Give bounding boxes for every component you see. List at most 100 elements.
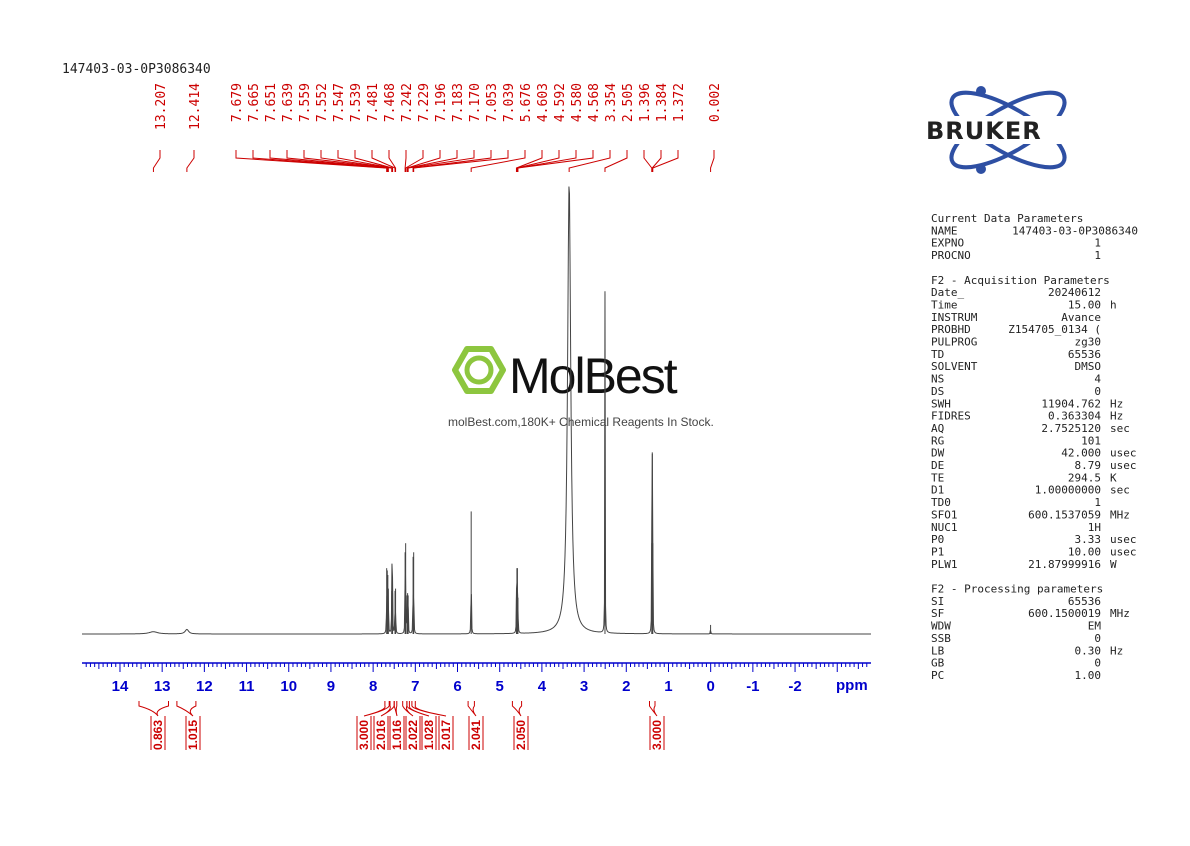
x-tick-label: 2 <box>622 678 630 695</box>
integral-bracket <box>406 701 430 717</box>
integral-bracket <box>511 701 523 717</box>
peak-label: 4.568 <box>587 83 602 122</box>
peak-label: 7.242 <box>400 83 415 122</box>
peak-label-leader <box>404 150 407 172</box>
peak-label-leader <box>651 150 662 172</box>
integral-value: 2.017 <box>439 720 453 750</box>
x-tick-label: -2 <box>788 678 801 695</box>
param-key: PROCNO <box>931 249 971 262</box>
param-key: TD0 <box>931 496 951 509</box>
peak-label: 5.676 <box>519 83 534 122</box>
param-key: PLW1 <box>931 558 958 571</box>
peak-label-leader <box>371 150 396 172</box>
benzene-ring-icon <box>452 346 506 394</box>
x-axis-label: ppm <box>836 677 868 694</box>
param-key: PROBHD <box>931 323 971 336</box>
x-axis: 14 13 12 11 10 9 8 7 6 5 4 3 2 1 0 -1 -2 <box>82 662 871 695</box>
param-key: DW <box>931 447 945 460</box>
integral-bracket <box>380 701 395 717</box>
param-value: 65536 <box>1068 348 1101 361</box>
param-value: 600.1537059 <box>1028 508 1101 521</box>
x-tick-label: 10 <box>280 678 297 695</box>
peak-label-leader <box>269 150 389 172</box>
sample-name: 147403-03-0P3086340 <box>62 62 211 77</box>
x-tick-label: 11 <box>239 678 255 695</box>
peak-label-leader <box>235 150 388 172</box>
peak-label: 12.414 <box>188 83 203 130</box>
param-unit: usec <box>1110 447 1137 460</box>
param-unit: usec <box>1110 545 1137 558</box>
peak-label-leader <box>470 150 526 172</box>
param-value: 0 <box>1094 632 1101 645</box>
param-value: 101 <box>1081 434 1101 447</box>
peak-label-leader <box>286 150 389 172</box>
param-key: DS <box>931 385 944 398</box>
peak-label-leader <box>413 150 509 172</box>
params-section-title: F2 - Processing parameters <box>931 583 1103 596</box>
peak-label: 3.354 <box>604 83 619 122</box>
integral-value: 2.041 <box>469 720 483 750</box>
bruker-logo: BRUKER <box>924 86 1092 174</box>
peak-label: 7.679 <box>230 83 245 122</box>
param-key: PULPROG <box>931 336 977 349</box>
params-section-title: F2 - Acquisition Parameters <box>931 274 1110 287</box>
peak-label-leader <box>186 150 195 172</box>
param-key: Date_ <box>931 286 964 299</box>
param-value: 1 <box>1094 237 1101 250</box>
param-unit: h <box>1110 298 1117 311</box>
param-value: 1.00 <box>1075 669 1102 682</box>
param-key: INSTRUM <box>931 311 978 324</box>
bruker-logo-text: BRUKER <box>926 117 1042 145</box>
x-tick-label: 12 <box>196 678 213 695</box>
x-tick-label: 14 <box>112 678 129 695</box>
param-key: LB <box>931 644 945 657</box>
peak-label: 7.481 <box>366 83 381 122</box>
param-key: NAME <box>931 224 958 237</box>
peak-label-leader <box>652 150 679 172</box>
x-tick-label: 6 <box>453 678 461 695</box>
peak-label: 7.196 <box>434 83 449 122</box>
param-key: PC <box>931 669 944 682</box>
x-tick-label: 5 <box>496 678 504 695</box>
param-key: P0 <box>931 533 944 546</box>
param-value: 10.00 <box>1068 545 1101 558</box>
param-value: 65536 <box>1068 595 1101 608</box>
peak-label: 4.592 <box>553 83 568 122</box>
param-value: 294.5 <box>1068 471 1101 484</box>
integral-bracket <box>393 701 398 717</box>
spectrum-plot <box>82 186 871 635</box>
peak-label: 13.207 <box>154 83 169 130</box>
param-value: 1 <box>1094 496 1101 509</box>
param-value: 2.7525120 <box>1041 422 1101 435</box>
integral-bracket <box>176 701 197 717</box>
peak-label: 7.468 <box>383 83 398 122</box>
peak-label: 1.396 <box>638 83 653 122</box>
integral-bracket <box>649 701 658 717</box>
x-tick-label: 3 <box>580 678 588 695</box>
param-value: DMSO <box>1075 360 1102 373</box>
param-key: EXPNO <box>931 237 964 250</box>
x-tick-label: 8 <box>369 678 377 695</box>
peak-label-leader <box>710 150 715 172</box>
param-key: NUC1 <box>931 521 958 534</box>
peak-label: 7.039 <box>502 83 517 122</box>
integral-value: 1.016 <box>390 720 404 750</box>
integral-bracket <box>467 701 477 717</box>
peak-label-leader <box>604 150 628 172</box>
peak-label: 7.547 <box>332 83 347 122</box>
integral-value: 1.028 <box>422 720 436 750</box>
spectrum-trace <box>82 186 871 635</box>
param-value: 0 <box>1094 385 1101 398</box>
param-key: FIDRES <box>931 410 971 423</box>
param-unit: sec <box>1110 422 1130 435</box>
param-key: SOLVENT <box>931 360 978 373</box>
peak-label-leader <box>405 150 424 172</box>
param-unit: Hz <box>1110 397 1123 410</box>
param-key: Time <box>931 298 958 311</box>
param-key: TD <box>931 348 944 361</box>
peak-label-leader <box>252 150 388 172</box>
integral-group: 0.863 1.015 3.000 2.016 1.016 2.022 1.028 2.017… <box>138 701 665 750</box>
integral-bracket <box>363 701 390 717</box>
param-unit: usec <box>1110 533 1137 546</box>
